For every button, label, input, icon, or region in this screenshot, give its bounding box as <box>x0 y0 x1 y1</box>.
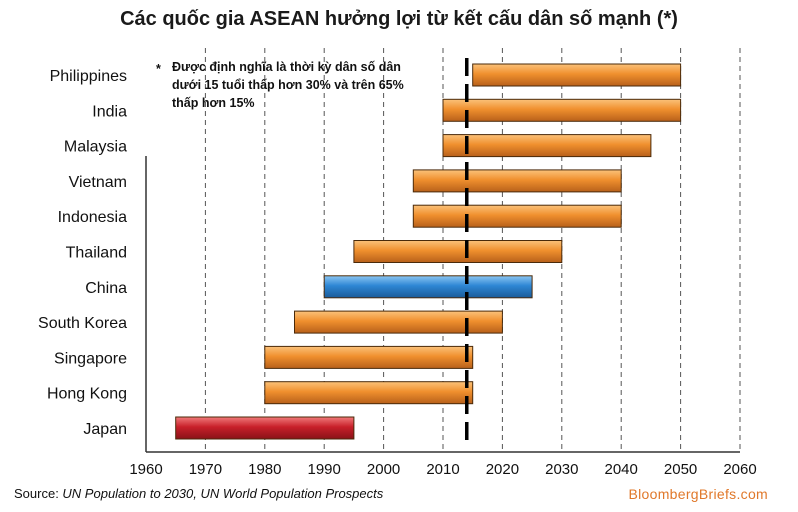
bar-china <box>323 275 533 299</box>
category-label: Philippines <box>50 68 127 85</box>
annotation-text: Được định nghĩa là thời kỳ dân số dân dư… <box>172 60 404 110</box>
x-tick-label: 1980 <box>248 461 281 478</box>
category-label: China <box>85 280 127 297</box>
bar-malaysia <box>442 134 652 158</box>
x-tick-label: 1970 <box>189 461 222 478</box>
bar-indonesia <box>412 204 622 228</box>
x-tick-label: 2010 <box>426 461 459 478</box>
x-tick-label: 2060 <box>723 461 756 478</box>
x-tick-label: 2000 <box>367 461 400 478</box>
bar-south-korea <box>294 310 503 334</box>
category-label: Hong Kong <box>47 386 127 403</box>
category-label: Japan <box>83 421 127 438</box>
bar-thailand <box>353 240 563 263</box>
bar-singapore <box>264 345 474 369</box>
source-caption: Source: UN Population to 2030, UN World … <box>14 486 383 501</box>
category-label: Singapore <box>54 350 127 367</box>
source-value: UN Population to 2030, UN World Populati… <box>62 486 384 501</box>
bar-vietnam <box>412 169 622 193</box>
bar-japan <box>175 416 355 440</box>
x-tick-label: 1960 <box>129 461 162 478</box>
category-label: Indonesia <box>58 209 127 226</box>
category-label: Vietnam <box>69 174 127 191</box>
brand-watermark: BloombergBriefs.com <box>628 486 768 502</box>
bar-hong-kong <box>264 381 474 405</box>
x-tick-label: 2030 <box>545 461 578 478</box>
chart-title: Các quốc gia ASEAN hưởng lợi từ kết cấu … <box>120 8 678 30</box>
bar-india <box>442 98 682 122</box>
x-tick-label: 2020 <box>486 461 519 478</box>
x-tick-label: 2050 <box>664 461 697 478</box>
x-tick-label: 2040 <box>605 461 638 478</box>
category-label: India <box>92 103 127 120</box>
category-label: Thailand <box>66 245 127 262</box>
category-label: Malaysia <box>64 139 127 156</box>
annotation-marker: * <box>156 62 161 76</box>
category-label: South Korea <box>38 315 127 332</box>
source-label: Source: <box>14 486 63 501</box>
bar-philippines <box>472 63 682 87</box>
label-layer: 1960 1970 1980 1990 2000 2010 2020 2030 2040 2050… <box>38 68 757 478</box>
x-tick-label: 1990 <box>308 461 341 478</box>
bar-layer <box>175 58 682 444</box>
chart-annotation: * Được định nghĩa là thời kỳ dân số dân … <box>156 58 416 112</box>
